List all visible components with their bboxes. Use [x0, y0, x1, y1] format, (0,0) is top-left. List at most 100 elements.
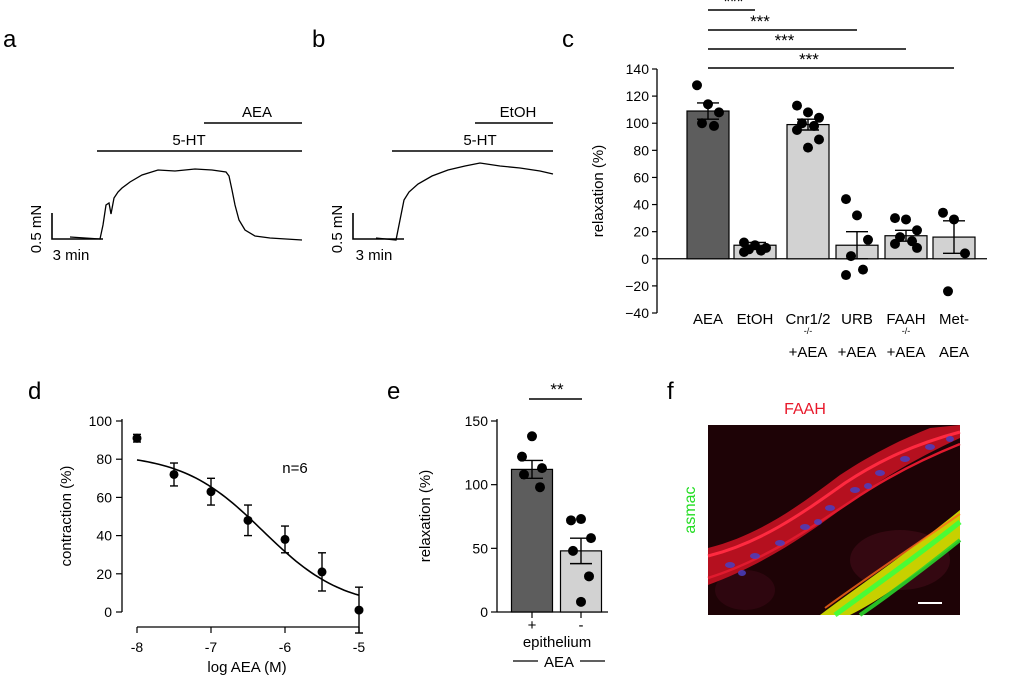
data-point — [863, 234, 873, 245]
data-point — [858, 264, 868, 275]
category-label: AEA — [693, 311, 723, 328]
y-tick-label: 20 — [633, 224, 649, 240]
category-superscript: -/- — [902, 326, 911, 336]
y-tick-label: 20 — [96, 566, 112, 582]
y-tick-label: 0 — [104, 604, 112, 620]
data-point — [739, 247, 749, 257]
data-point — [841, 194, 851, 205]
data-point — [803, 142, 813, 153]
category-label: Met- — [939, 311, 969, 328]
data-point — [206, 487, 216, 497]
scale-label-force-b: 0.5 mN — [329, 205, 346, 253]
x-tick-label: -5 — [353, 639, 366, 655]
category-label: Cnr1/2 — [785, 311, 830, 328]
bar — [686, 110, 730, 260]
data-point — [517, 451, 527, 462]
data-point — [584, 571, 594, 582]
data-point — [890, 213, 900, 224]
y-tick-label: 120 — [626, 88, 650, 104]
data-point — [803, 107, 813, 118]
data-point — [814, 134, 824, 145]
n-annotation: n=6 — [282, 460, 307, 477]
x-tick-label: -6 — [279, 639, 292, 655]
treatment-label-aea: AEA — [242, 104, 272, 121]
y-tick-label: 140 — [626, 61, 650, 77]
panel-letter-a: a — [3, 26, 17, 53]
y-tick-label: 80 — [633, 142, 649, 158]
data-point — [792, 125, 802, 135]
chart-e: 0 50 100 150 relaxation (%) + - ** epithelium AEA — [417, 380, 608, 671]
y-tick-label: 100 — [465, 477, 489, 493]
treatment-label-5ht-b: 5-HT — [463, 132, 496, 149]
panel-b: EtOH 5-HT 0.5 mN 3 min — [329, 104, 554, 264]
treatment-label-5ht: 5-HT — [172, 132, 205, 149]
category-label-line2: AEA — [939, 344, 969, 361]
data-point — [943, 286, 953, 297]
panel-letter-c: c — [562, 26, 574, 53]
y-tick-label: 150 — [465, 413, 489, 429]
data-point — [792, 100, 802, 111]
panel-letter-b: b — [312, 26, 325, 53]
category-label: + — [528, 617, 537, 634]
y-tick-label: 40 — [633, 197, 649, 213]
y-tick-label: 40 — [96, 528, 112, 544]
scale-label-time: 3 min — [53, 247, 90, 264]
scale-label-force: 0.5 mN — [28, 205, 45, 253]
significance-label: ** — [550, 380, 564, 399]
data-point — [243, 515, 253, 525]
y-tick-label: 60 — [96, 489, 112, 505]
bar — [510, 468, 554, 613]
category-label: URB — [841, 311, 873, 328]
data-point — [697, 118, 707, 129]
chart-c: −40 −20 0 20 40 60 80 100 120 140 relaxation (%) AE… — [590, 0, 987, 361]
significance-label: *** — [799, 50, 819, 69]
force-trace-aea — [69, 168, 303, 241]
data-point — [938, 207, 948, 218]
data-point — [960, 248, 970, 259]
x-group-label: epithelium — [523, 634, 591, 651]
y-axis-label: relaxation (%) — [417, 470, 434, 563]
panel-letter-f: f — [667, 378, 674, 405]
y-tick-label: 80 — [96, 451, 112, 467]
scale-bar-b — [352, 213, 404, 240]
panel-a: AEA 5-HT 0.5 mN 3 min — [28, 104, 303, 264]
data-point — [280, 534, 290, 544]
data-point — [841, 270, 851, 281]
data-point — [132, 433, 142, 443]
data-point — [354, 605, 364, 615]
data-point — [537, 463, 547, 474]
y-tick-label: −40 — [625, 305, 649, 321]
data-point — [576, 514, 586, 525]
data-point — [890, 238, 900, 249]
category-label: EtOH — [737, 311, 774, 328]
y-tick-label: 100 — [626, 115, 650, 131]
y-tick-label: 50 — [472, 540, 488, 556]
data-point — [568, 545, 578, 556]
data-point — [703, 99, 713, 110]
y-tick-label: 100 — [89, 413, 113, 429]
panel-letter-e: e — [387, 378, 400, 405]
data-point — [809, 120, 819, 131]
data-point — [814, 112, 824, 123]
data-point — [317, 567, 327, 577]
significance-label: *** — [750, 12, 770, 31]
x-axis-label: log AEA (M) — [207, 659, 286, 676]
data-point — [709, 120, 719, 131]
scale-label-time-b: 3 min — [356, 247, 393, 264]
scale-bar — [51, 213, 103, 240]
category-label-line2: +AEA — [887, 344, 926, 361]
data-point — [692, 80, 702, 91]
panel-f: FAAH asmac — [682, 401, 962, 618]
category-label: - — [579, 617, 584, 634]
y-axis-label: relaxation (%) — [590, 145, 607, 238]
data-point — [756, 245, 766, 256]
data-point — [901, 214, 911, 225]
data-point — [566, 515, 576, 526]
y-tick-label: 0 — [641, 251, 649, 267]
data-point — [586, 533, 596, 544]
micrograph-image — [707, 425, 962, 618]
y-tick-label: −20 — [625, 278, 649, 294]
data-point — [535, 482, 545, 493]
force-trace-etoh — [375, 162, 554, 241]
significance-label: *** — [775, 31, 795, 50]
